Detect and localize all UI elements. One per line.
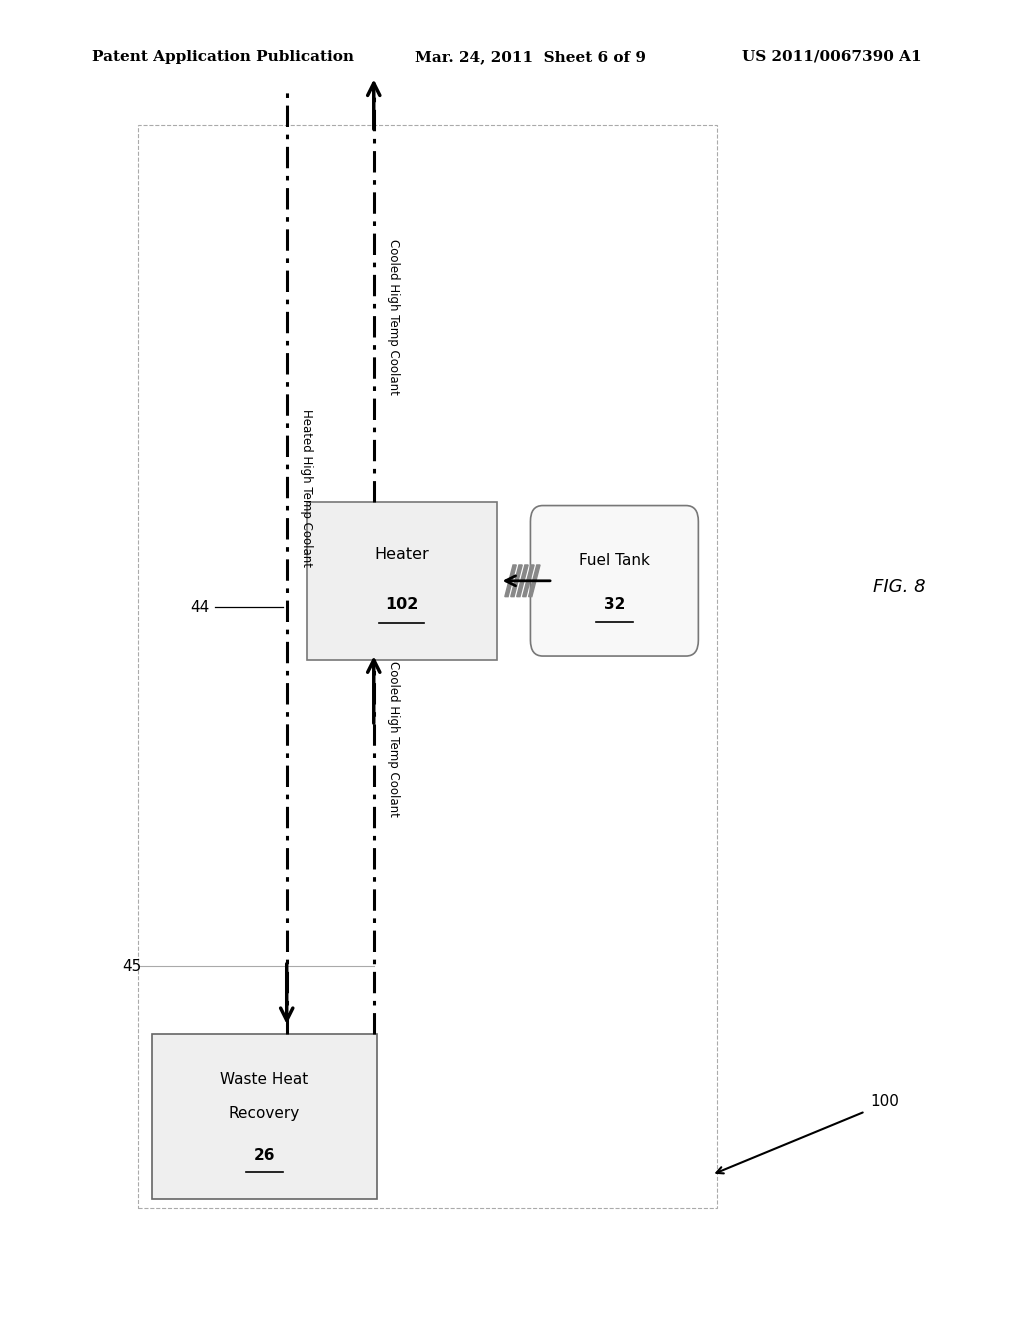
Bar	[307, 502, 497, 660]
Polygon shape	[505, 565, 516, 597]
FancyBboxPatch shape	[530, 506, 698, 656]
Bar	[152, 1034, 377, 1199]
Text: Recovery: Recovery	[228, 1106, 300, 1121]
Text: Heater: Heater	[375, 546, 429, 562]
Text: Patent Application Publication: Patent Application Publication	[92, 50, 354, 63]
Text: 100: 100	[870, 1094, 899, 1109]
Text: 45: 45	[122, 958, 141, 974]
Text: Fuel Tank: Fuel Tank	[579, 553, 650, 569]
Bar	[138, 125, 717, 1208]
Text: Heated High Temp Coolant: Heated High Temp Coolant	[300, 409, 313, 568]
Text: 32: 32	[604, 597, 625, 612]
Text: Cooled High Temp Coolant: Cooled High Temp Coolant	[387, 661, 400, 817]
Text: FIG. 8: FIG. 8	[872, 578, 926, 597]
Polygon shape	[522, 565, 535, 597]
Polygon shape	[511, 565, 522, 597]
Text: 44: 44	[190, 599, 210, 615]
Text: Mar. 24, 2011  Sheet 6 of 9: Mar. 24, 2011 Sheet 6 of 9	[415, 50, 646, 63]
Polygon shape	[517, 565, 528, 597]
Text: US 2011/0067390 A1: US 2011/0067390 A1	[742, 50, 922, 63]
Text: Cooled High Temp Coolant: Cooled High Temp Coolant	[387, 239, 400, 395]
Text: Waste Heat: Waste Heat	[220, 1072, 308, 1086]
Text: 26: 26	[254, 1148, 274, 1163]
Polygon shape	[528, 565, 540, 597]
Text: 102: 102	[385, 597, 419, 612]
